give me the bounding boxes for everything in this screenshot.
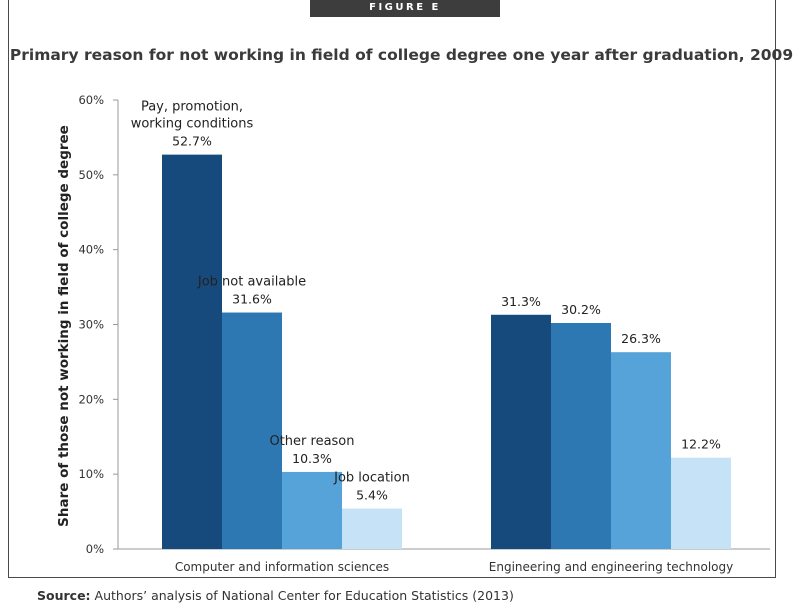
y-tick-label: 40%: [78, 243, 104, 257]
series-annotation: working conditions: [131, 117, 254, 132]
series-annotation: Job location: [333, 471, 410, 486]
y-axis-label: Share of those not working in field of c…: [56, 125, 72, 527]
bar: [342, 508, 402, 549]
data-label: 10.3%: [292, 451, 332, 466]
series-annotation: Other reason: [269, 434, 354, 449]
data-label: 5.4%: [356, 488, 388, 503]
y-tick-label: 0%: [86, 542, 104, 556]
series-annotation: Pay, promotion,: [141, 100, 243, 115]
series-annotation: Job not available: [197, 275, 306, 290]
source-prefix: Source:: [37, 588, 91, 603]
y-tick-label: 30%: [78, 318, 104, 332]
bar: [611, 352, 671, 549]
bar: [162, 154, 222, 549]
data-label: 31.3%: [501, 294, 541, 309]
chart-title: Primary reason for not working in field …: [9, 46, 794, 64]
bar: [282, 471, 342, 549]
source-text: Authors’ analysis of National Center for…: [94, 588, 514, 603]
bar: [222, 312, 282, 549]
y-tick-label: 20%: [78, 392, 104, 406]
x-category-label: Computer and information sciences: [175, 560, 389, 574]
source-note: Source: Authors’ analysis of National Ce…: [37, 588, 514, 603]
data-label: 30.2%: [561, 302, 601, 317]
bar: [551, 323, 611, 549]
data-label: 26.3%: [621, 331, 661, 346]
bar: [671, 457, 731, 549]
figure-frame: [8, 0, 776, 578]
y-tick-label: 50%: [78, 168, 104, 182]
bar: [491, 314, 551, 549]
y-tick-label: 10%: [78, 467, 104, 481]
x-category-label: Engineering and engineering technology: [489, 560, 733, 574]
figure-label: FIGURE E: [310, 0, 500, 17]
data-label: 31.6%: [232, 292, 272, 307]
data-label: 12.2%: [681, 437, 721, 452]
y-tick-label: 60%: [78, 93, 104, 107]
data-label: 52.7%: [172, 134, 212, 149]
